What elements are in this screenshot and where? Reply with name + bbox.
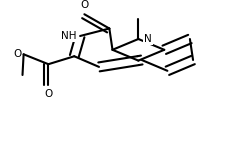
Text: O: O <box>13 49 21 59</box>
Text: N: N <box>144 34 152 44</box>
Text: NH: NH <box>61 31 77 41</box>
Text: O: O <box>80 0 88 10</box>
Text: O: O <box>44 89 52 99</box>
